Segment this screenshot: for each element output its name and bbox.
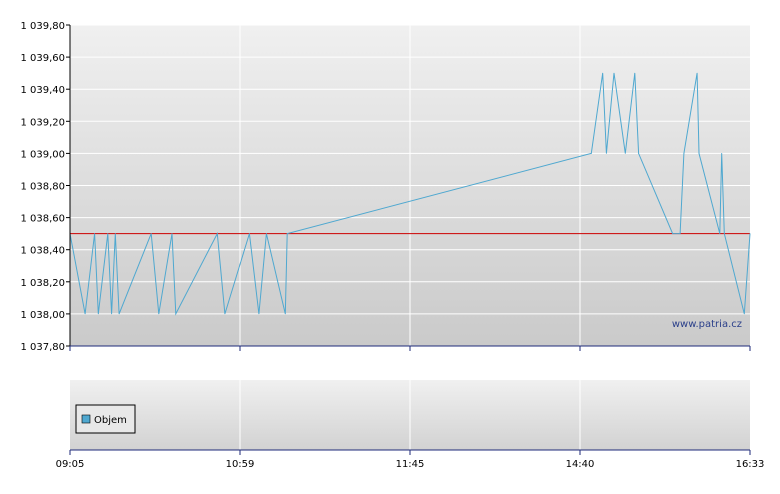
volume-gridlines: [239, 380, 581, 450]
data-point: [719, 233, 721, 235]
data-point: [613, 72, 615, 74]
data-point: [94, 233, 95, 235]
main-gridlines: [70, 24, 750, 346]
data-point: [634, 72, 636, 74]
data-point: [84, 313, 86, 315]
data-point: [114, 233, 116, 235]
data-point: [743, 313, 745, 315]
data-point: [284, 313, 286, 315]
y-tick-label: 1 038,80: [20, 182, 65, 193]
data-point: [602, 72, 604, 74]
y-tick-label: 1 038,00: [20, 310, 65, 321]
data-point: [286, 233, 288, 235]
x-tick-label: 09:05: [56, 459, 85, 470]
series-points: [69, 72, 751, 315]
y-axis-ticks: 1 037,80 1 038,00 1 038,20 1 038,40 1 038,60…: [20, 21, 70, 353]
y-tick-label: 1 039,40: [20, 85, 65, 96]
data-point: [258, 313, 260, 315]
legend-swatch: [81, 414, 91, 424]
watermark: www.patria.cz: [672, 319, 742, 330]
data-point: [723, 233, 725, 235]
data-point: [683, 153, 685, 154]
data-point: [118, 313, 120, 315]
data-point: [672, 233, 673, 235]
data-point: [97, 313, 99, 315]
legend-label: Objem: [94, 415, 127, 426]
data-point: [624, 153, 626, 154]
data-point: [224, 313, 226, 315]
y-tick-label: 1 039,60: [20, 53, 65, 64]
y-tick-label: 1 038,20: [20, 278, 65, 289]
data-point: [721, 153, 723, 154]
y-tick-label: 1 038,60: [20, 214, 65, 225]
y-tick-label: 1 037,80: [20, 342, 65, 353]
y-tick-label: 1 039,00: [20, 149, 65, 160]
data-point: [749, 233, 751, 235]
y-tick-label: 1 038,40: [20, 246, 65, 257]
data-point: [679, 233, 681, 235]
data-point: [638, 153, 639, 154]
x-tick-label: 11:45: [396, 459, 425, 470]
volume-legend: Objem: [75, 404, 136, 434]
data-point: [698, 153, 700, 154]
x-axis-ticks: 09:05 10:59 11:45 14:40 16:33: [56, 450, 765, 470]
data-point: [150, 233, 152, 235]
y-tick-label: 1 039,20: [20, 117, 65, 128]
x-tick-label: 16:33: [736, 459, 765, 470]
series-line: [69, 73, 751, 316]
data-point: [249, 233, 250, 235]
data-point: [216, 233, 218, 235]
x-tick-label: 14:40: [566, 459, 595, 470]
main-x-ticks: [69, 346, 751, 351]
data-point: [266, 233, 267, 235]
data-point: [696, 72, 698, 74]
data-point: [158, 313, 160, 315]
data-point: [606, 153, 607, 154]
data-point: [171, 233, 173, 235]
y-tick-label: 1 039,80: [20, 21, 65, 32]
x-tick-label: 10:59: [226, 459, 255, 470]
data-point: [175, 313, 177, 315]
data-point: [107, 233, 109, 235]
data-point: [111, 313, 112, 315]
data-point: [590, 153, 592, 154]
